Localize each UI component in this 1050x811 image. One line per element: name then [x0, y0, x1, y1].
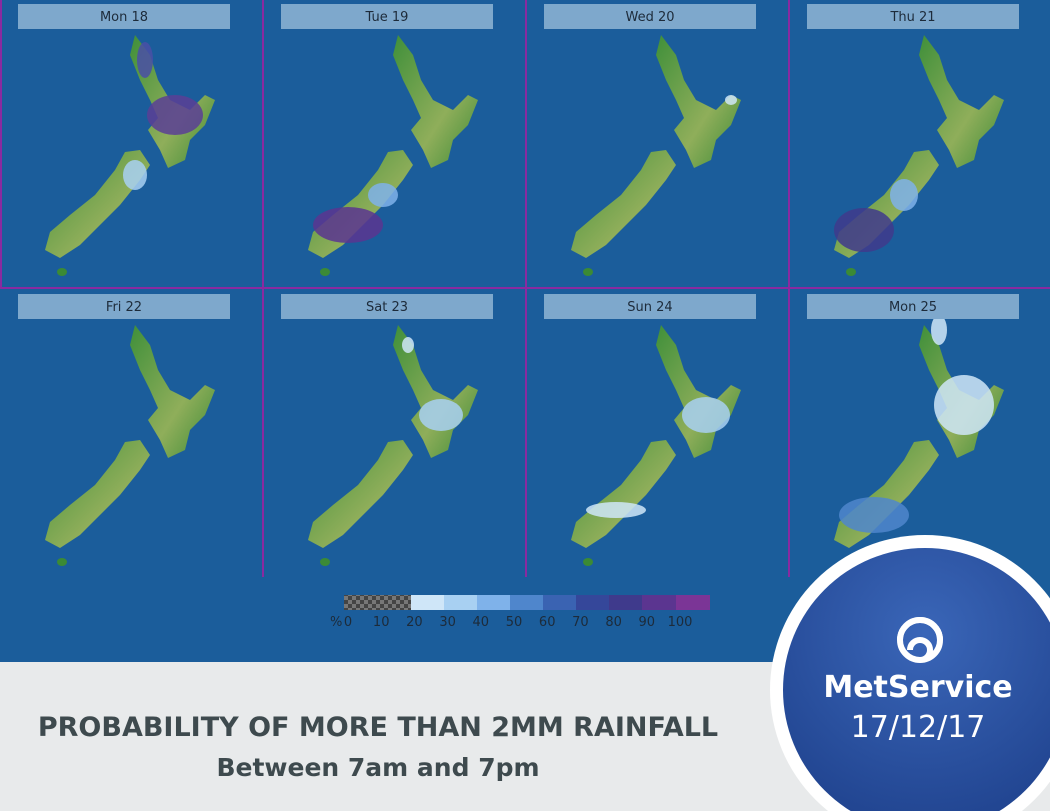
legend-unit: % — [330, 615, 342, 630]
panel-title: Fri 22 — [106, 300, 142, 315]
brand-logo — [897, 617, 943, 663]
panel-title-bar — [281, 294, 493, 319]
legend-label: 60 — [539, 615, 556, 630]
rain-area — [402, 337, 414, 353]
panel-title-bar — [544, 4, 756, 29]
panel-title-bar — [807, 4, 1019, 29]
legend-label: 40 — [473, 615, 490, 630]
legend-label: 20 — [406, 615, 423, 630]
legend-label: 30 — [439, 615, 456, 630]
panel-title-bar — [544, 294, 756, 319]
caption-subtitle: Between 7am and 7pm — [216, 753, 539, 782]
panel-title-bar — [807, 294, 1019, 319]
rain-area — [834, 208, 894, 252]
panel-title-bar — [18, 294, 230, 319]
rain-area — [368, 183, 398, 207]
legend-label: 80 — [605, 615, 622, 630]
legend-label: 100 — [668, 615, 693, 630]
map-panel: Mon 25 — [807, 294, 1019, 566]
rain-area — [586, 502, 646, 518]
panel-title: Mon 25 — [889, 300, 937, 315]
panel-borders — [0, 0, 1050, 577]
panel-title-bar — [18, 4, 230, 29]
rain-area — [682, 397, 730, 433]
rain-area — [313, 207, 383, 243]
rain-area — [419, 399, 463, 431]
map-panel: Sat 23 — [281, 294, 493, 566]
panel-title: Sat 23 — [366, 300, 408, 315]
rain-area — [147, 95, 203, 135]
rain-area — [839, 497, 909, 533]
rain-area — [123, 160, 147, 190]
rain-area — [137, 42, 153, 78]
rain-area — [934, 375, 994, 435]
rain-area — [931, 315, 947, 345]
panel-title: Mon 18 — [100, 10, 148, 25]
panel-title: Thu 21 — [889, 10, 935, 25]
legend-label: 10 — [373, 615, 390, 630]
legend-label: 70 — [572, 615, 589, 630]
panel-title: Wed 20 — [625, 10, 674, 25]
brand-disc — [783, 548, 1050, 811]
panel-title: Sun 24 — [627, 300, 672, 315]
map-panel: Tue 19 — [281, 4, 493, 276]
map-panel: Wed 20 — [544, 4, 756, 276]
map-panel: Thu 21 — [807, 4, 1019, 276]
brand-name: MetService — [823, 670, 1012, 705]
legend-label: 0 — [344, 615, 352, 630]
panels: Mon 18 Tue 19 Wed 20 Thu 21 Fri 22 Sat 23 Sun … — [18, 4, 1019, 566]
panel-title-bar — [281, 4, 493, 29]
legend-label: 50 — [506, 615, 523, 630]
legend-label: 90 — [639, 615, 656, 630]
map-panel: Fri 22 — [18, 294, 230, 566]
legend: % 0 10 20 30 40 50 60 70 80 90 100 — [330, 595, 710, 630]
brand-date: 17/12/17 — [851, 710, 986, 745]
rain-area — [890, 179, 918, 211]
rain-area — [725, 95, 737, 105]
map-panel: Sun 24 — [544, 294, 756, 566]
map-panel: Mon 18 — [18, 4, 230, 276]
caption-title: PROBABILITY OF MORE THAN 2MM RAINFALL — [38, 712, 718, 743]
panel-title: Tue 19 — [365, 10, 409, 25]
